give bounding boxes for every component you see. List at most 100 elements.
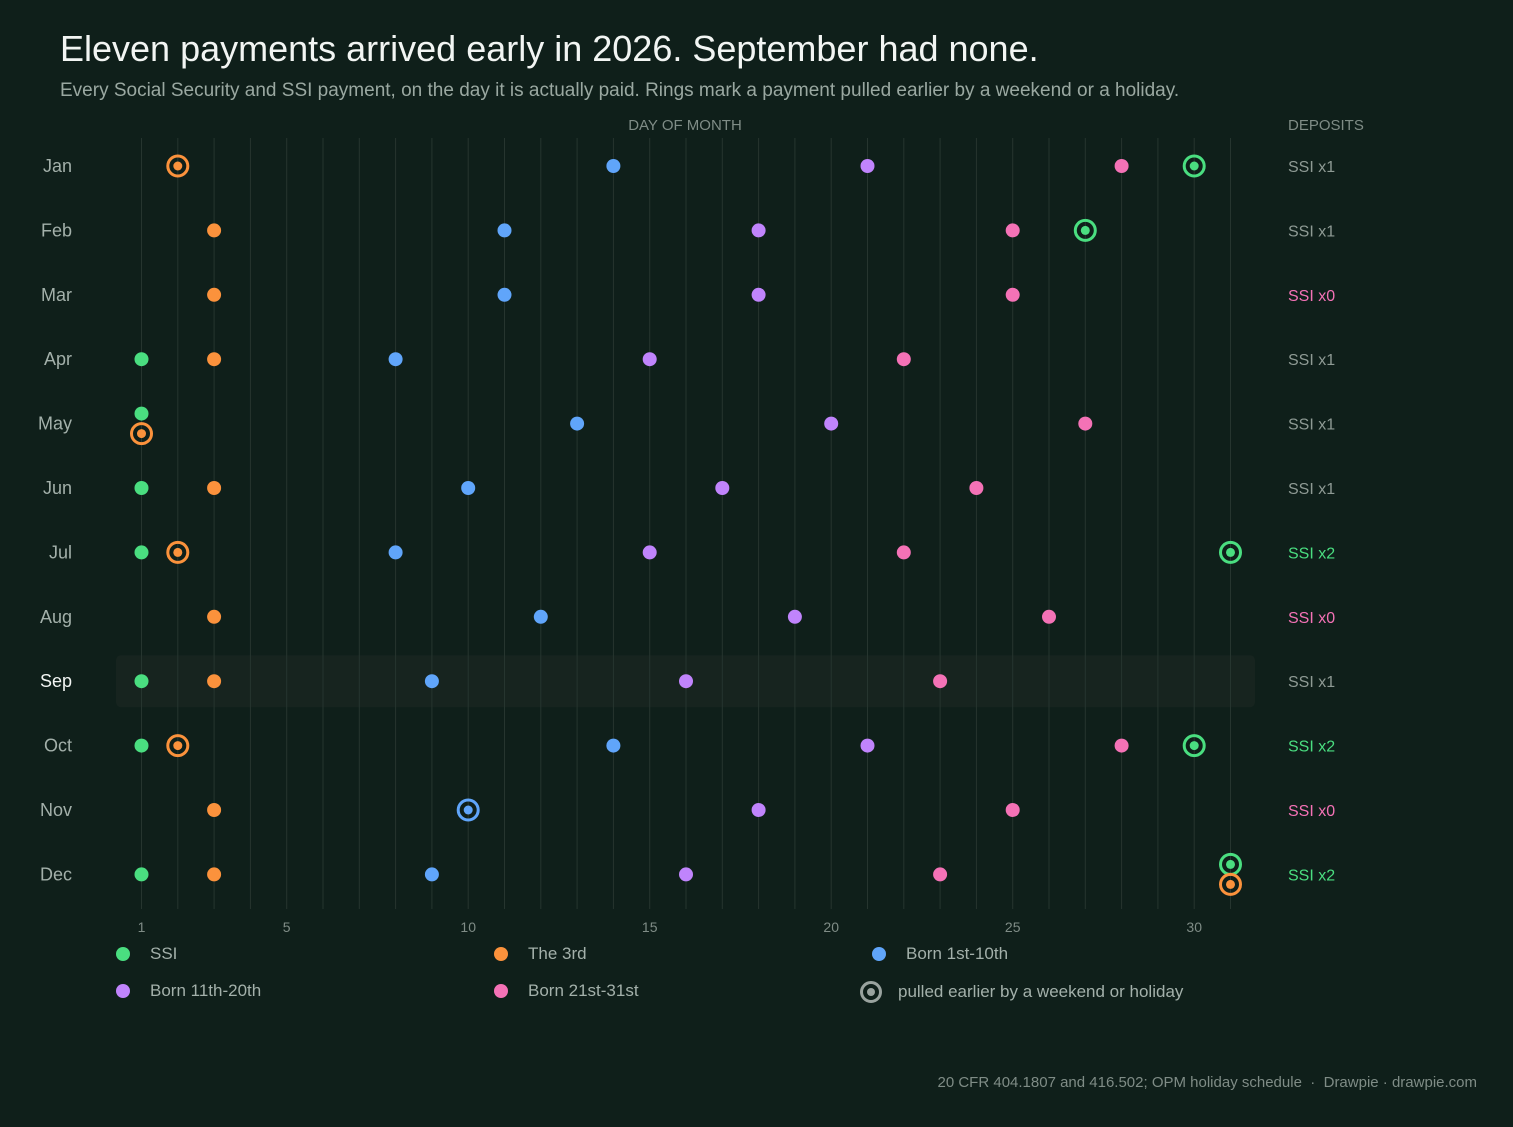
payment-point [933,674,948,689]
payment-point [751,287,766,302]
payment-point [824,416,839,431]
legend-label: Born 1st-10th [906,944,1009,963]
payment-point [1226,859,1235,869]
payment-point [207,481,222,495]
legend-label: Born 11th-20th [150,981,262,1000]
payment-point [751,223,766,238]
payment-point [642,352,657,367]
payment-point [497,287,512,302]
legend-swatch [116,984,130,998]
deposits-value: SSI x1 [1288,417,1335,434]
payment-point [751,803,766,817]
deposits-value: SSI x1 [1288,674,1335,691]
month-label: Jul [49,542,72,562]
x-tick-label: 1 [138,919,146,935]
legend-swatch [494,984,508,998]
legend-item: Born 11th-20th [116,981,261,1001]
month-label: Feb [41,220,72,240]
deposits-value: SSI x1 [1288,481,1335,498]
early-payment-ring [166,154,190,178]
payment-point [173,161,183,171]
early-payment-ring [1182,734,1206,758]
payment-point [570,416,585,431]
payment-point [1005,803,1020,817]
month-label: Jun [43,478,72,498]
legend-label: SSI [150,944,178,963]
deposits-value: SSI x0 [1288,288,1335,305]
deposits-value: SSI x0 [1288,803,1335,820]
early-payment-ring [1182,154,1206,178]
payment-point [896,352,911,367]
month-label: Dec [40,864,72,884]
early-payment-ring [1219,540,1242,564]
month-label: Mar [41,285,72,305]
early-payment-ring [1219,872,1242,896]
payment-point [1005,223,1020,238]
payment-point [1226,879,1235,889]
payment-point [679,674,693,689]
payment-point [679,867,693,882]
payment-point [1189,741,1199,751]
x-tick-label: 30 [1186,919,1202,935]
payment-point [860,738,875,753]
payment-point [424,867,439,882]
legend-label: pulled earlier by a weekend or holiday [898,982,1184,1001]
payment-point [1114,738,1129,753]
early-payment-ring [166,540,190,564]
legend-swatch [872,947,886,961]
payment-point [1078,416,1093,431]
legend-swatch [116,947,130,961]
payment-point [173,741,183,751]
chart-subtitle: Every Social Security and SSI payment, o… [60,80,1180,101]
payment-point [207,609,222,624]
early-payment-ring [1073,218,1097,242]
x-tick-label: 20 [823,919,839,935]
legend-label: The 3rd [528,944,587,963]
month-label: Sep [40,671,72,691]
legend-item: Born 21st-31st [494,981,639,1001]
payment-point [207,223,222,238]
ring-marker-icon [860,981,882,1003]
payment-point [388,352,403,367]
payment-point [134,674,149,689]
deposits-value: SSI x2 [1288,867,1335,884]
legend-item: Born 1st-10th [872,944,1008,964]
payment-point [134,481,149,495]
payment-point [134,867,149,882]
early-payment-ring [130,422,153,446]
deposits-column-label: DEPOSITS [1288,117,1364,134]
payment-point [207,803,222,817]
payment-point [134,545,149,560]
payment-point [787,609,802,624]
payment-point [715,481,730,495]
early-payment-ring [456,798,480,822]
month-label: Nov [40,800,72,820]
payment-point [134,352,149,367]
payment-point [1042,609,1056,624]
deposits-value: SSI x1 [1288,223,1335,240]
payment-point [388,545,403,560]
payment-point [173,547,183,557]
legend: SSI The 3rd Born 1st-10th Born 11th-20th Bor… [116,944,1266,1024]
payment-point [207,674,222,689]
payment-point [606,738,621,753]
x-axis-label: DAY OF MONTH [628,117,742,134]
payment-point [463,805,473,815]
payment-point [424,674,439,689]
legend-item: pulled earlier by a weekend or holiday [860,981,1183,1003]
payment-point [1005,287,1020,302]
month-label: Oct [44,736,72,756]
deposits-value: SSI x2 [1288,545,1335,562]
footer-source: 20 CFR 404.1807 and 416.502; OPM holiday… [937,1074,1302,1091]
footer-separator: · [1310,1074,1316,1091]
early-payment-ring [166,734,190,758]
payment-point [461,481,476,495]
deposits-value: SSI x0 [1288,610,1335,627]
legend-swatch [494,947,508,961]
payment-point [533,609,548,624]
month-label: Aug [40,607,72,627]
payment-point [134,738,149,753]
footer-brand: Drawpie · drawpie.com [1323,1074,1477,1091]
month-label: May [38,414,72,434]
deposits-value: SSI x1 [1288,352,1335,369]
